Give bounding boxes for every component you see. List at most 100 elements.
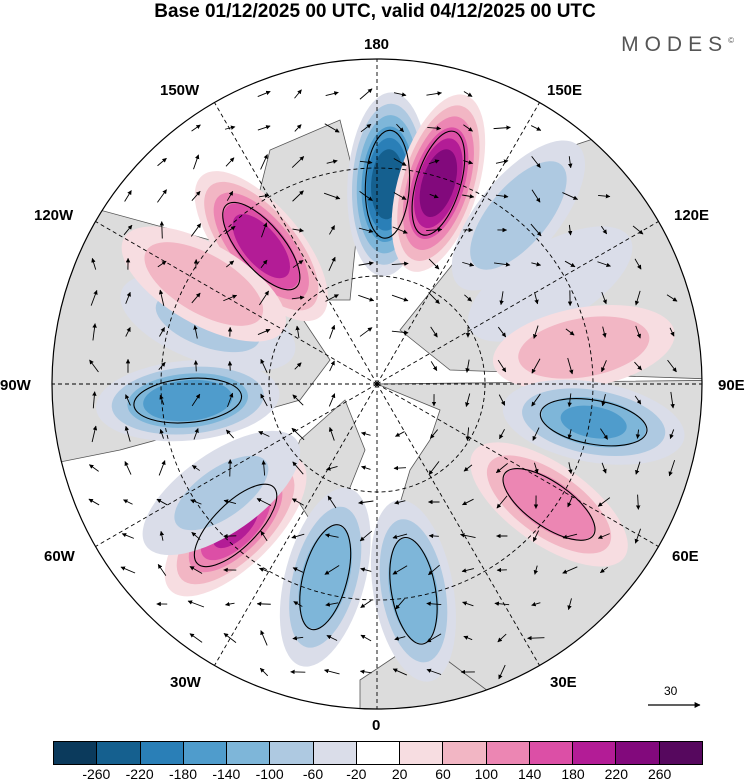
meridian-line <box>376 221 659 385</box>
wind-arrow <box>495 194 509 199</box>
colorbar-bin <box>616 742 660 764</box>
wind-arrow <box>324 565 340 575</box>
wind-arrow <box>632 225 644 235</box>
wind-arrow <box>224 125 236 130</box>
wind-arrow <box>493 262 511 267</box>
colorbar-bin <box>227 742 271 764</box>
wind-arrow <box>224 225 236 235</box>
anomaly-center <box>492 305 675 391</box>
wind-arrow <box>567 393 572 408</box>
wind-arrow <box>635 494 641 510</box>
wind-arrow <box>670 391 675 409</box>
wind-arrow <box>123 499 133 505</box>
wind-arrow <box>359 669 372 675</box>
anomaly-level <box>503 468 595 541</box>
colorbar-tick-label: 100 <box>474 766 499 782</box>
wind-arrow <box>497 633 507 643</box>
lon-label-90w: 90W <box>0 377 31 394</box>
wind-arrow <box>531 358 541 374</box>
wind-arrow <box>324 668 340 675</box>
colorbar-tick-label: -140 <box>212 766 241 782</box>
meridian-line <box>95 221 378 385</box>
wind-arrow <box>599 566 608 574</box>
lon-label-60w: 60W <box>44 548 75 565</box>
wind-arrow <box>495 462 508 474</box>
anomaly-level <box>560 405 627 439</box>
colorbar-ticks: -260 -220 -180 -140 -100 -60 -20 20 60 100 140 180 2… <box>53 766 703 782</box>
wind-arrow <box>260 630 268 646</box>
wind-arrow <box>325 602 339 607</box>
colorbar <box>53 741 703 765</box>
colorbar-bin <box>486 742 530 764</box>
wind-vectors <box>88 88 678 680</box>
meridian-line <box>376 383 659 547</box>
wind-arrow <box>256 498 272 506</box>
wind-arrow <box>156 498 168 506</box>
wind-arrow <box>463 635 473 641</box>
wind-arrow <box>426 91 442 96</box>
wind-arrow <box>359 160 373 165</box>
wind-arrow <box>159 530 165 541</box>
colorbar-tick-label: -20 <box>346 766 367 782</box>
wind-arrow <box>329 324 336 339</box>
anomaly-center <box>451 140 586 291</box>
wind-arrow <box>426 633 442 643</box>
wind-arrow <box>292 461 304 475</box>
wind-arrow <box>667 359 677 373</box>
wind-arrow <box>465 427 471 442</box>
wind-arrow <box>120 566 136 574</box>
wind-arrow <box>498 394 506 406</box>
wind-arrow <box>261 222 268 238</box>
anomaly-level <box>419 149 458 218</box>
wind-arrow <box>567 496 573 508</box>
wind-arrow <box>391 330 409 335</box>
colorbar-tick-label: -220 <box>125 766 154 782</box>
wind-arrow <box>392 533 408 540</box>
wind-arrow <box>601 291 607 305</box>
wind-arrow <box>394 636 406 641</box>
wind-arrow <box>395 431 405 437</box>
anomaly-level <box>174 455 269 531</box>
wind-arrow <box>329 225 335 235</box>
wind-arrow <box>325 294 339 302</box>
wind-arrow <box>498 664 506 680</box>
wind-arrow <box>392 668 408 676</box>
wind-arrow <box>359 327 373 337</box>
anomaly-center <box>391 94 486 272</box>
wind-arrow <box>493 125 511 130</box>
wind-arrow <box>635 429 641 439</box>
wind-arrow <box>259 667 269 677</box>
wind-arrow <box>92 391 97 409</box>
wind-arrow <box>428 533 439 539</box>
wind-arrow <box>292 228 304 233</box>
lon-label-30e: 30E <box>550 674 577 691</box>
wind-arrow <box>531 189 541 203</box>
contour-line <box>299 524 352 631</box>
colorbar-bin <box>140 742 184 764</box>
wind-arrow <box>256 601 271 607</box>
wind-arrow <box>259 567 269 573</box>
wind-arrow <box>157 189 167 203</box>
colorbar-tick-label: 260 <box>647 766 672 782</box>
wind-arrow <box>601 462 607 474</box>
wind-arrow <box>527 635 545 641</box>
wind-arrow <box>260 530 268 542</box>
colorbar-tick-label: 140 <box>517 766 542 782</box>
wind-arrow <box>597 261 611 268</box>
wind-arrow <box>393 92 407 97</box>
wind-arrow <box>497 326 507 338</box>
colorbar-bin <box>313 742 357 764</box>
wind-arrow <box>323 192 341 200</box>
wind-arrow <box>260 154 268 170</box>
colorbar-bin <box>443 742 487 764</box>
wind-arrow <box>391 261 409 266</box>
wind-arrow <box>600 428 608 440</box>
wind-arrow <box>597 497 611 507</box>
wind-arrow <box>159 428 164 439</box>
wind-arrow <box>534 292 539 305</box>
wind-arrow <box>635 461 641 475</box>
contour-line <box>502 468 596 541</box>
wind-arrow <box>123 224 133 236</box>
wind-arrow <box>295 325 300 339</box>
wind-arrow <box>430 361 438 371</box>
